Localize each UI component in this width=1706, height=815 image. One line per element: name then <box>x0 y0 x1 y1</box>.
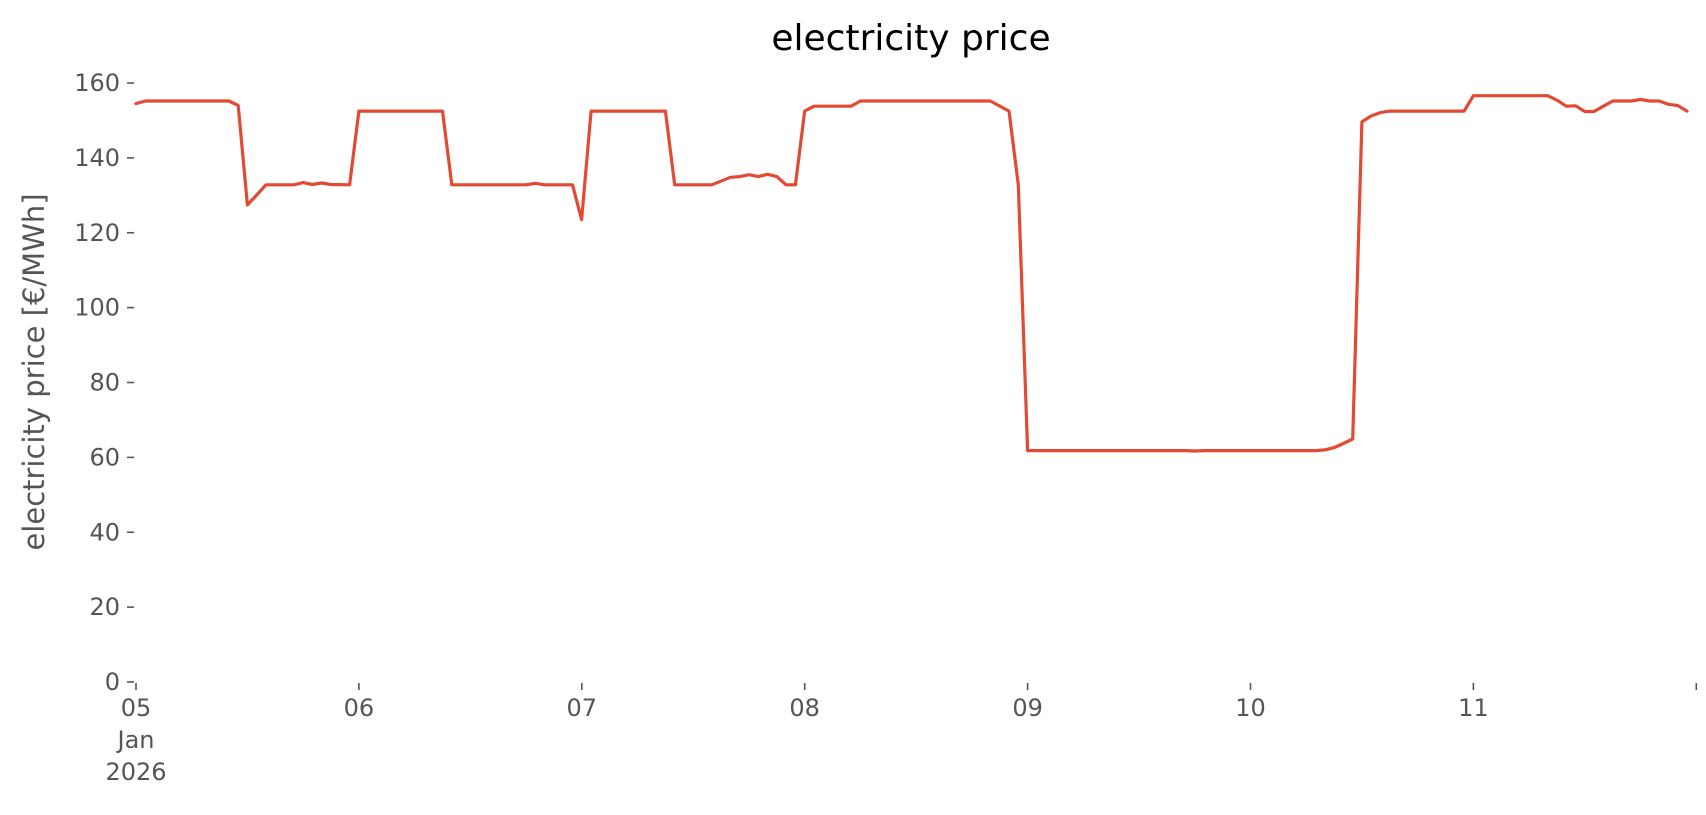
x-tick-label: 11 <box>1458 694 1489 722</box>
y-tick-label: 100 <box>74 294 120 322</box>
price-series-line <box>134 94 1689 453</box>
x-tick-label: 08 <box>789 694 820 722</box>
x-tick-label: 06 <box>344 694 375 722</box>
y-tick-label: 20 <box>89 593 120 621</box>
x-axis: 05 Jan 2026 06 07 08 09 10 11 <box>105 683 1698 786</box>
y-axis: 0 20 40 60 80 100 120 140 160 <box>74 69 134 696</box>
x-tick-label: 10 <box>1235 694 1266 722</box>
y-tick-label: 80 <box>89 369 120 397</box>
y-tick-label: 40 <box>89 518 120 546</box>
y-tick-label: 160 <box>74 69 120 97</box>
x-tick-label: 07 <box>567 694 598 722</box>
chart-title: electricity price <box>771 18 1050 59</box>
x-tick-label: Jan <box>116 726 155 754</box>
y-tick-label: 140 <box>74 144 120 172</box>
y-tick-label: 120 <box>74 219 120 247</box>
x-tick-label: 2026 <box>105 758 166 786</box>
x-tick-label: 05 <box>121 694 152 722</box>
y-axis-label: electricity price [€/MWh] <box>17 193 51 550</box>
y-tick-label: 60 <box>89 443 120 471</box>
y-tick-label: 0 <box>105 668 120 696</box>
series-layer <box>134 94 1689 453</box>
x-tick-label: 09 <box>1012 694 1043 722</box>
